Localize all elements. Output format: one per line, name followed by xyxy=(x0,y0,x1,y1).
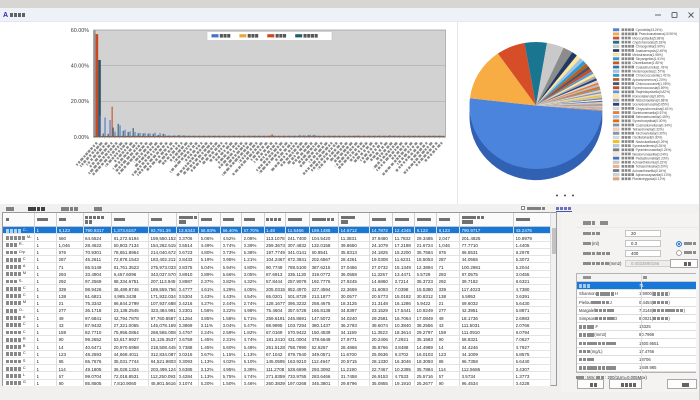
svg-text:0.00%: 0.00% xyxy=(74,135,89,141)
svg-text:Romeriallensis(0.80%): Romeriallensis(0.80%) xyxy=(632,94,664,98)
svg-text:Naviculaellania(0.29%): Naviculaellania(0.29%) xyxy=(636,140,669,144)
svg-text:Achnanthidiumia(0.22%): Achnanthidiumia(0.22%) xyxy=(632,161,667,165)
svg-text:Synedraellensis(0.26%): Synedraellensis(0.26%) xyxy=(632,144,666,148)
svg-text:Scenedesmusella(0.65%): Scenedesmusella(0.65%) xyxy=(632,103,668,107)
svg-text:Pseudoanabaena(10.90%): Pseudoanabaena(10.90%) xyxy=(639,32,677,36)
svg-text:Raphidiopsisella(0.82%): Raphidiopsisella(0.82%) xyxy=(636,90,670,94)
svg-text:Microcystisella(5.98%): Microcystisella(5.98%) xyxy=(632,36,664,40)
svg-text:Chrysochromulina(0.61%): Chrysochromulina(0.61%) xyxy=(636,107,673,111)
svg-text:Pyramimonasella(0.24%): Pyramimonasella(0.24%) xyxy=(636,148,672,152)
svg-text:Selenastrumella(0.45%): Selenastrumella(0.45%) xyxy=(636,115,670,119)
svg-text:Achnanthesellia(0.16%): Achnanthesellia(0.16%) xyxy=(632,169,666,173)
svg-text:Sinyangellas(1.91%): Sinyangellas(1.91%) xyxy=(636,57,665,61)
svg-text:Chlorellaceae(1.80%): Chlorellaceae(1.80%) xyxy=(632,61,663,65)
svg-text:Anabaenopsis(2.49%): Anabaenopsis(2.49%) xyxy=(636,49,668,53)
svg-text:Merismopedias(1.57%): Merismopedias(1.57%) xyxy=(632,70,665,74)
svg-text:Nitzschiaellana(0.68%): Nitzschiaellana(0.68%) xyxy=(636,98,669,102)
svg-text:Chroogenilla(3.90%): Chroogenilla(3.90%) xyxy=(636,45,665,49)
svg-text:Cosmariumellana(0.34%): Cosmariumellana(0.34%) xyxy=(636,123,672,127)
svg-text:Chlorococcumell(1.05%): Chlorococcumell(1.05%) xyxy=(636,82,671,86)
svg-text:Aphanocapsaella(0.13%): Aphanocapsaella(0.13%) xyxy=(636,173,672,177)
svg-text:Kirchneriellaia(0.30%): Kirchneriellaia(0.30%) xyxy=(636,132,667,136)
svg-text:Tetraedronella(0.32%): Tetraedronella(0.32%) xyxy=(632,127,663,131)
svg-text:Synechococcusia(0.89%): Synechococcusia(0.89%) xyxy=(632,86,668,90)
svg-text:Synechocystisia(0.40%): Synechocystisia(0.40%) xyxy=(632,119,666,123)
svg-text:Chroococcusella(1.41%): Chroococcusella(1.41%) xyxy=(636,74,671,78)
svg-text:Pediastrumellia(0.23%): Pediastrumellia(0.23%) xyxy=(636,156,669,160)
svg-text:Oscillatoriaell(0.30%): Oscillatoriaell(0.30%) xyxy=(632,136,662,140)
svg-text:Aphanizomenon(1.20%): Aphanizomenon(1.20%) xyxy=(632,78,666,82)
svg-text:Melosiranana(1.98%): Melosiranana(1.98%) xyxy=(632,53,662,57)
svg-text:Westomonasellia(0.24%): Westomonasellia(0.24%) xyxy=(632,152,668,156)
svg-text:Coelastrumella(1.78%): Coelastrumella(1.78%) xyxy=(636,65,668,69)
svg-text:Planktotrygusia(0.12%): Planktotrygusia(0.12%) xyxy=(632,177,665,181)
svg-text:Skeletonemaella(0.57%): Skeletonemaella(0.57%) xyxy=(632,111,667,115)
svg-text:Tetraselmisella(0.20%): Tetraselmisella(0.20%) xyxy=(636,165,668,169)
svg-text:20.00%: 20.00% xyxy=(71,99,89,105)
svg-text:60.00%: 60.00% xyxy=(71,28,89,34)
svg-text:Cryptomonadas(5.18%): Cryptomonadas(5.18%) xyxy=(632,41,666,45)
svg-text:40.00%: 40.00% xyxy=(71,64,89,70)
svg-text:Cyclotella(43.24%): Cyclotella(43.24%) xyxy=(636,28,663,32)
